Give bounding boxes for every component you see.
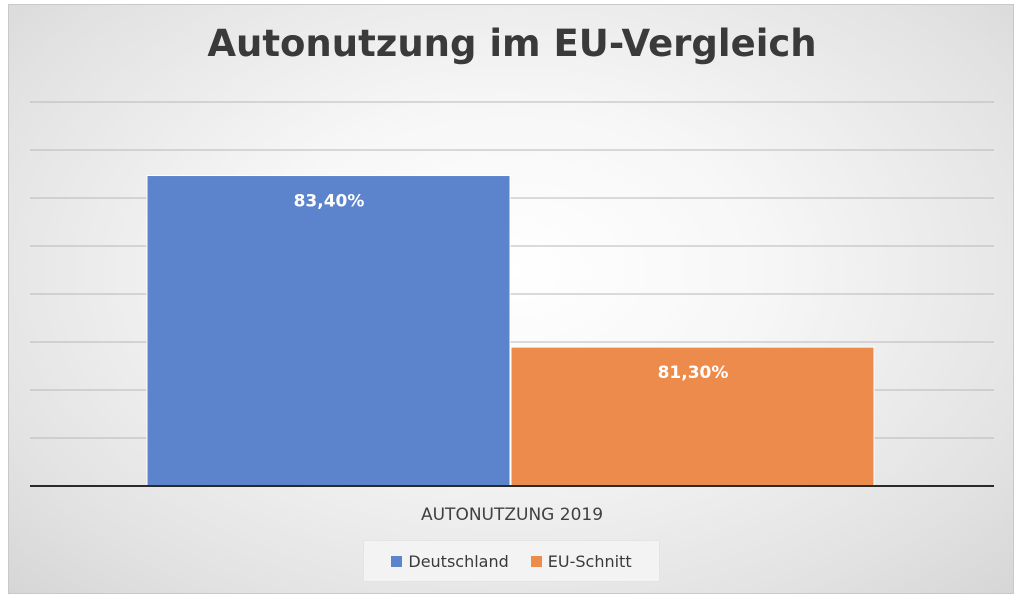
data-label-deutschland: 83,40%	[294, 192, 365, 212]
legend-swatch-eu-schnitt	[530, 555, 542, 567]
legend: Deutschland EU-Schnitt	[363, 540, 660, 582]
legend-label-deutschland: Deutschland	[408, 551, 509, 571]
bars	[146, 175, 875, 487]
legend-swatch-deutschland	[391, 555, 403, 567]
bar-labels: 83,40% 81,30%	[294, 192, 729, 384]
x-category-label: AUTONUTZUNG 2019	[420, 505, 604, 525]
chart-title: Autonutzung im EU-Vergleich	[207, 22, 817, 65]
bar-deutschland	[146, 175, 511, 487]
data-label-eu-schnitt: 81,30%	[658, 363, 729, 383]
bar-eu-schnitt	[510, 346, 875, 487]
legend-label-eu-schnitt: EU-Schnitt	[547, 551, 632, 571]
legend-item-deutschland: Deutschland	[391, 551, 509, 571]
legend-item-eu-schnitt: EU-Schnitt	[530, 551, 632, 571]
